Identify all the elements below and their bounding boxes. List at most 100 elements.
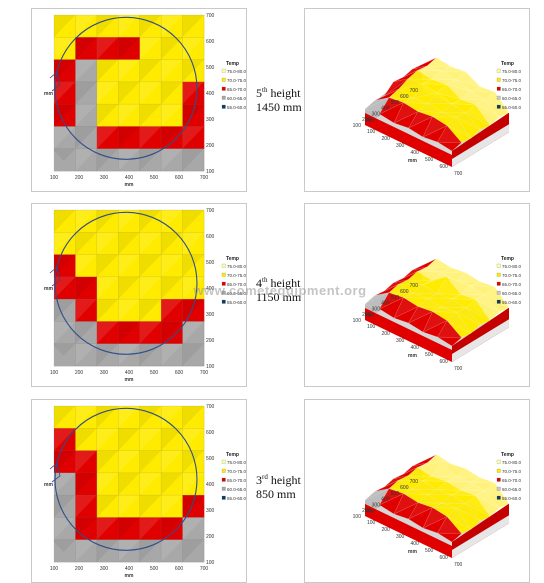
heat-cell <box>118 299 141 322</box>
heat-facet <box>75 15 97 38</box>
heat-cell <box>96 15 119 38</box>
heat-cell <box>161 276 183 300</box>
heat-facet <box>139 37 162 60</box>
heat-facet <box>96 254 119 277</box>
legend-title: Temp <box>226 61 239 67</box>
legend-label: 60.0-65.0 <box>227 96 246 101</box>
x-tick-label: 400 <box>125 566 134 572</box>
y-tick-label: 200 <box>362 508 371 514</box>
surface-panel-5th: 100 200 300 400 500 600 700 mm 100 200 300 400 500 60… <box>304 8 530 192</box>
surface-chart-5th: 100200300400500600700mm10020030040050060… <box>353 57 522 177</box>
surface-facet <box>436 276 462 295</box>
x-tick-label: 600 <box>175 370 184 376</box>
corner-shade <box>54 345 74 366</box>
heat-cell <box>161 59 183 83</box>
heat-cell <box>139 450 162 474</box>
surface-facet <box>412 83 438 99</box>
surface-facet <box>407 70 433 80</box>
surface-facet <box>379 292 404 310</box>
heat-facet <box>182 126 204 149</box>
heat-facet <box>118 104 140 127</box>
heat-cell <box>96 210 119 233</box>
legend-swatch <box>496 495 501 500</box>
legend-label: 75.0-80.0 <box>502 69 522 74</box>
heat-facet <box>182 321 204 344</box>
heat-facet <box>96 210 119 233</box>
legend-label: 65.0-70.0 <box>502 478 522 483</box>
y-tick-label: 200 <box>362 312 371 318</box>
x-tick-label: 100 <box>367 324 376 330</box>
x-tick-label: 300 <box>100 370 109 376</box>
heat-facet <box>75 232 97 255</box>
heat-cell <box>139 321 162 345</box>
heat-cell <box>182 81 205 105</box>
surface-facet <box>451 490 476 496</box>
heat-facet <box>54 450 76 473</box>
surface-facet <box>422 476 447 482</box>
heat-cell <box>96 450 119 474</box>
y-tick-label: 600 <box>206 234 215 240</box>
heat-cell <box>161 210 183 233</box>
legend-label: 65.0-70.0 <box>502 282 522 287</box>
heat-cell <box>96 104 119 127</box>
heatmap-chart-3rd: mm 100 200 300 400 500 600 700 mm 100 200 300 400 500… <box>44 404 246 579</box>
inlet-marker <box>49 462 61 483</box>
heat-facet <box>75 59 97 82</box>
heat-facet <box>161 126 183 149</box>
y-tick-label: 500 <box>206 260 215 266</box>
surface-facet <box>437 320 462 338</box>
legend-swatch <box>496 486 501 491</box>
surface-panel-3rd: 100 200 300 400 500 600 700 mm 100 200 300 400 500 60… <box>304 399 530 583</box>
heat-cell <box>96 276 119 300</box>
surface-facet <box>441 103 467 113</box>
heat-facet <box>54 539 76 562</box>
height-ordinal-suffix: rd <box>262 473 268 481</box>
surface-facet <box>417 65 442 72</box>
heat-cell <box>118 104 141 127</box>
heat-facet <box>182 232 204 255</box>
heat-cell <box>54 232 76 255</box>
heat-cell <box>54 299 76 322</box>
heat-facet <box>139 59 162 82</box>
heat-facet <box>96 81 119 105</box>
y-tick-label: 700 <box>206 13 215 19</box>
surface-facet <box>446 276 471 287</box>
heat-cell <box>75 254 98 278</box>
surface-facet <box>393 297 419 319</box>
heat-cell <box>139 343 162 367</box>
heat-facet <box>161 104 183 127</box>
y-tick-label: 700 <box>206 208 215 214</box>
heat-cell <box>182 15 205 38</box>
surface-facet <box>436 84 462 100</box>
heat-facet <box>182 81 204 105</box>
x-tick-label: 400 <box>411 541 420 547</box>
surface-facet <box>407 271 433 281</box>
heat-cell <box>75 539 98 563</box>
surface-facet <box>431 70 457 81</box>
heat-facet <box>182 517 204 540</box>
heat-cell <box>182 299 205 322</box>
x-tick-label: 400 <box>411 345 420 351</box>
y-tick-label: 600 <box>400 94 409 100</box>
heat-cell <box>139 539 162 563</box>
heat-cell <box>96 254 119 278</box>
legend-swatch <box>221 77 226 82</box>
heat-facet <box>161 517 183 540</box>
heat-cell <box>118 517 141 541</box>
x-tick-label: 200 <box>75 370 84 376</box>
heat-facet <box>54 321 76 344</box>
legend-label: 60.0-65.0 <box>502 487 522 492</box>
legend-title: Temp <box>501 452 514 458</box>
y-tick-label: 500 <box>206 65 215 71</box>
heat-cell <box>139 104 162 127</box>
heat-facet <box>139 299 162 322</box>
heat-cell <box>118 539 141 563</box>
legend-swatch <box>496 281 501 286</box>
surface-facet <box>475 99 500 118</box>
heat-cell <box>54 428 76 451</box>
heat-facet <box>54 126 76 149</box>
heat-cell <box>182 450 205 474</box>
surface-facet <box>441 494 467 504</box>
height-label-5th: 5th height 1450 mm <box>256 83 302 114</box>
heat-facet <box>139 15 162 38</box>
